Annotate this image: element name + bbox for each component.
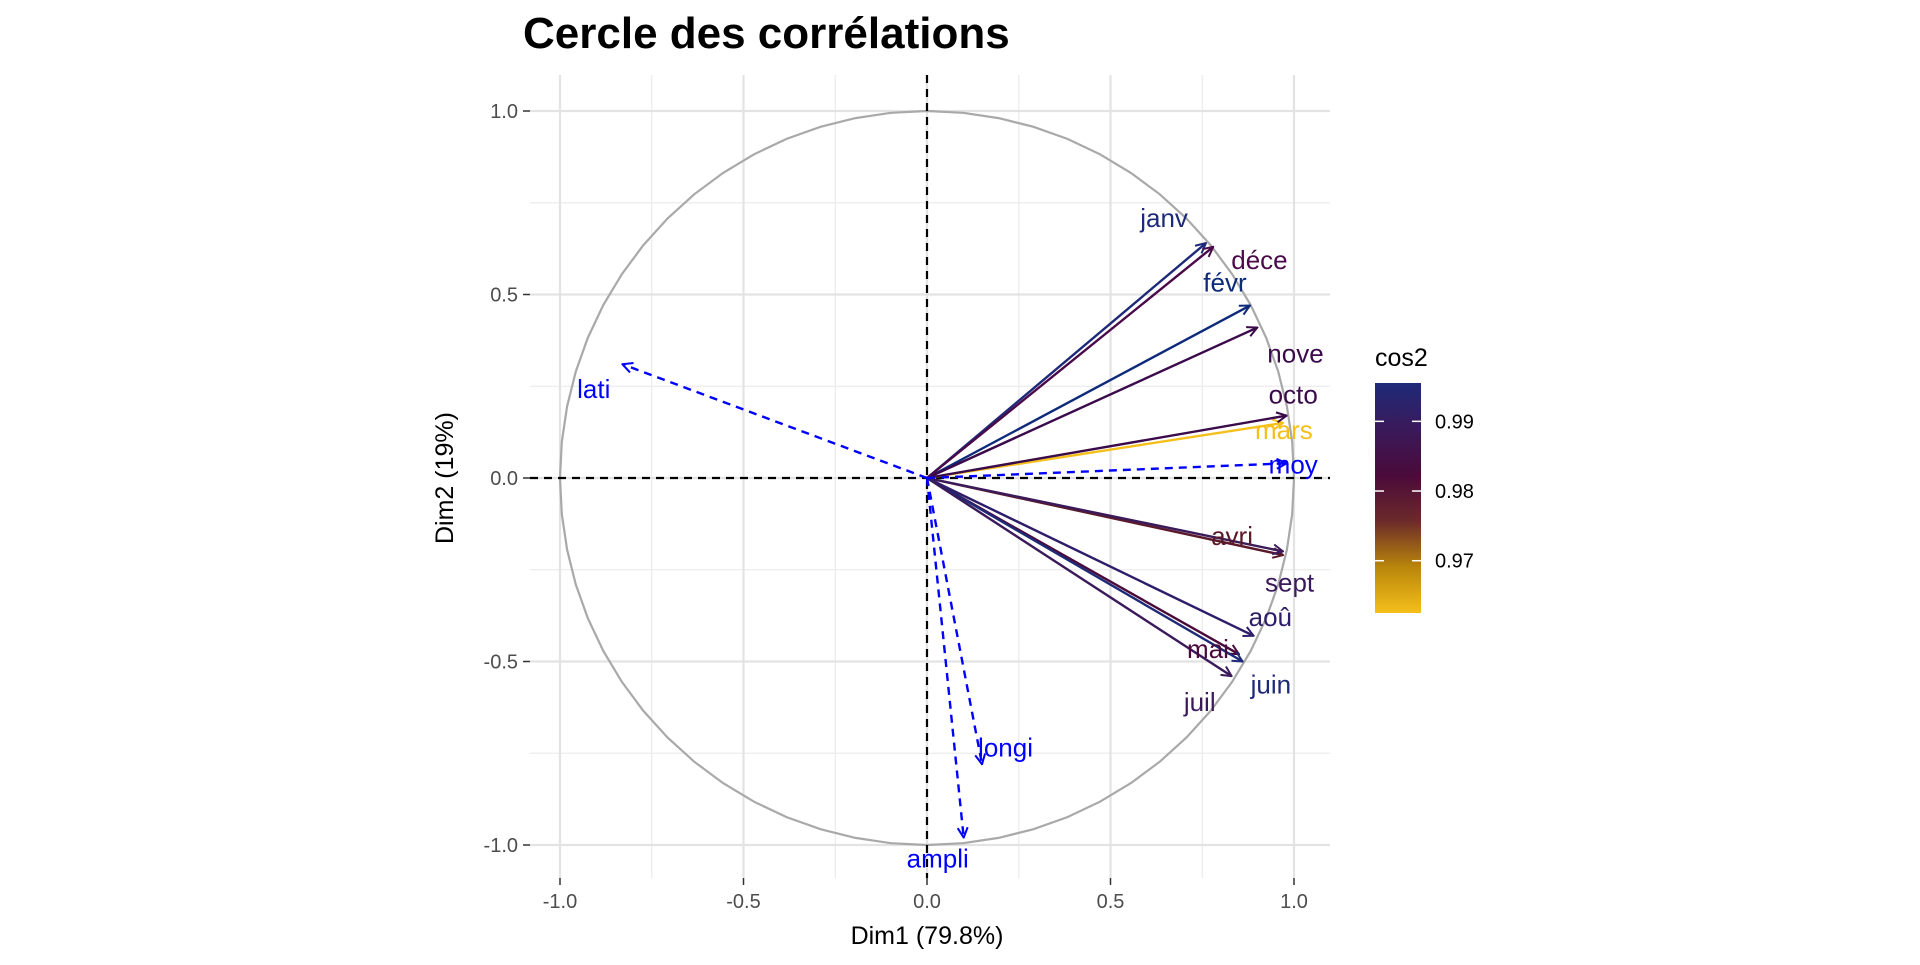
x-tick-label: -0.5 [726, 891, 760, 913]
arrow-juil [926, 476, 1232, 676]
x-axis-title: Dim1 (79.8%) [851, 922, 1004, 950]
arrow-lati [622, 364, 928, 480]
legend-tick-label: 0.99 [1435, 411, 1474, 433]
y-tick-label: 0.0 [490, 468, 518, 490]
arrow-moy [926, 463, 1287, 480]
label-avri: avri [1211, 521, 1253, 551]
arrow-déce [926, 247, 1213, 479]
y-tick-label: 0.5 [490, 285, 518, 307]
legend-tick-label: 0.97 [1435, 551, 1474, 573]
arrow-nove [926, 328, 1257, 480]
x-tick-label: 1.0 [1280, 891, 1308, 913]
label-juin: juin [1250, 670, 1291, 700]
legend-title: cos2 [1375, 344, 1428, 372]
arrow-févr [926, 304, 1250, 480]
label-mars: mars [1255, 415, 1313, 445]
chart-title: Cercle des corrélations [523, 9, 1010, 58]
arrow-ampli [925, 477, 964, 838]
arrow-janv [926, 243, 1206, 479]
label-longi: longi [978, 732, 1033, 762]
arrow-juin [926, 476, 1243, 662]
cos2-legend: cos2 0.99 0.98 0.97 [1375, 344, 1474, 613]
variable-arrows [622, 243, 1286, 838]
label-ampli: ampli [907, 844, 969, 874]
y-tick-label: -0.5 [484, 652, 518, 674]
label-sept: sept [1265, 567, 1315, 597]
arrow-sept [926, 476, 1283, 551]
label-moy: moy [1269, 449, 1318, 479]
axes: -1.0 -0.5 0.0 0.5 1.0 1.0 0.5 0.0 -0.5 -1.0 [484, 101, 1308, 913]
label-octo: octo [1269, 380, 1318, 410]
label-nove: nove [1267, 339, 1323, 369]
y-axis-title: Dim2 (19%) [431, 412, 459, 544]
y-tick-label: 1.0 [490, 101, 518, 123]
legend-tick-label: 0.98 [1435, 481, 1474, 503]
label-lati: lati [577, 374, 610, 404]
label-janv: janv [1139, 203, 1188, 233]
label-déce: déce [1231, 245, 1287, 275]
y-tick-label: -1.0 [484, 835, 518, 857]
legend-ticks: 0.99 0.98 0.97 [1375, 411, 1474, 573]
legend-color-bar [1375, 383, 1421, 613]
label-juil: juil [1183, 687, 1216, 717]
label-aoû: aoû [1249, 602, 1292, 632]
arrow-longi [925, 477, 982, 764]
x-tick-label: -1.0 [543, 891, 577, 913]
label-mai: mai [1187, 634, 1229, 664]
arrow-octo [926, 416, 1287, 480]
label-févr: févr [1203, 268, 1247, 298]
x-tick-label: 0.5 [1097, 891, 1125, 913]
x-tick-label: 0.0 [913, 891, 941, 913]
arrow-aoû [926, 476, 1254, 636]
